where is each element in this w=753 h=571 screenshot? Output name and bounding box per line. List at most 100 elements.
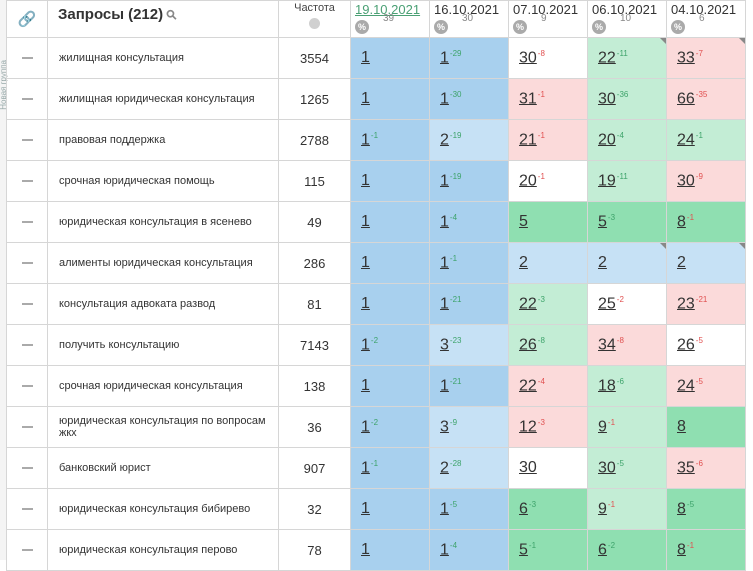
position-value[interactable]: 22 [519,295,537,313]
position-value[interactable]: 66 [677,90,695,108]
position-value[interactable]: 1 [440,213,449,231]
position-cell[interactable]: 9-1 [587,406,667,448]
position-value[interactable]: 1 [361,541,370,558]
row-action-cell[interactable] [6,447,48,489]
position-value[interactable]: 30 [519,49,537,67]
position-cell[interactable]: 3-23 [429,324,509,366]
minus-icon[interactable] [21,466,33,469]
position-cell[interactable]: 12-3 [508,406,588,448]
link-icon[interactable]: 🔗 [17,11,37,28]
position-value[interactable]: 1 [440,295,449,313]
position-cell[interactable]: 1-4 [429,201,509,243]
position-cell[interactable]: 35-6 [666,447,746,489]
position-value[interactable]: 19 [598,172,616,190]
position-cell[interactable]: 33-7 [666,37,746,79]
search-icon[interactable]: ⚲ [162,5,181,23]
position-value[interactable]: 34 [598,336,616,354]
position-value[interactable]: 33 [677,49,695,67]
position-cell[interactable]: 24-1 [666,119,746,161]
row-action-cell[interactable] [6,160,48,202]
position-value[interactable]: 8 [677,418,686,435]
position-cell[interactable]: 34-8 [587,324,667,366]
position-cell[interactable]: 1-19 [429,160,509,202]
position-value[interactable]: 8 [677,213,686,231]
position-cell[interactable]: 8-5 [666,488,746,530]
position-cell[interactable]: 9-1 [587,488,667,530]
row-action-cell[interactable] [6,283,48,325]
row-action-cell[interactable] [6,242,48,284]
position-cell[interactable]: 1-4 [429,529,509,571]
position-value[interactable]: 1 [361,500,370,517]
position-value[interactable]: 1 [361,213,370,230]
position-value[interactable]: 1 [361,459,370,477]
position-cell[interactable]: 1 [350,78,430,120]
position-cell[interactable]: 30-5 [587,447,667,489]
position-value[interactable]: 3 [440,418,449,436]
position-cell[interactable]: 2 [587,242,667,284]
position-value[interactable]: 23 [677,295,695,313]
position-value[interactable]: 30 [598,459,616,477]
position-cell[interactable]: 1-2 [350,406,430,448]
minus-icon[interactable] [21,302,33,305]
position-value[interactable]: 1 [361,49,370,66]
row-action-cell[interactable] [6,365,48,407]
position-value[interactable]: 9 [598,418,607,436]
position-cell[interactable]: 20-4 [587,119,667,161]
position-value[interactable]: 1 [440,90,449,108]
position-value[interactable]: 18 [598,377,616,395]
position-cell[interactable]: 5-1 [508,529,588,571]
position-cell[interactable]: 1 [350,529,430,571]
minus-icon[interactable] [21,56,33,59]
minus-icon[interactable] [21,220,33,223]
percent-icon[interactable]: % [355,20,369,34]
position-cell[interactable]: 1 [350,488,430,530]
date-label[interactable]: 16.10.2021 [434,2,500,17]
position-cell[interactable]: 22-4 [508,365,588,407]
minus-icon[interactable] [21,97,33,100]
position-cell[interactable]: 2-28 [429,447,509,489]
position-cell[interactable]: 20-1 [508,160,588,202]
position-cell[interactable]: 31-1 [508,78,588,120]
position-value[interactable]: 1 [361,131,370,149]
row-action-cell[interactable] [6,529,48,571]
position-value[interactable]: 2 [440,459,449,477]
position-value[interactable]: 1 [440,49,449,67]
position-value[interactable]: 1 [361,90,370,107]
position-cell[interactable]: 1-29 [429,37,509,79]
position-cell[interactable]: 30-9 [666,160,746,202]
date-column-header-2[interactable]: 07.10.2021 % 9 [508,0,588,38]
position-cell[interactable]: 24-5 [666,365,746,407]
position-value[interactable]: 1 [361,295,370,312]
position-cell[interactable]: 18-6 [587,365,667,407]
position-cell[interactable]: 22-3 [508,283,588,325]
position-cell[interactable]: 66-35 [666,78,746,120]
minus-icon[interactable] [21,138,33,141]
position-cell[interactable]: 22-11 [587,37,667,79]
percent-icon[interactable]: % [592,20,606,34]
position-value[interactable]: 35 [677,459,695,477]
minus-icon[interactable] [21,343,33,346]
date-label[interactable]: 19.10.2021 [355,2,421,17]
position-value[interactable]: 12 [519,418,537,436]
position-value[interactable]: 1 [361,418,370,436]
position-value[interactable]: 30 [598,90,616,108]
position-cell[interactable]: 6-3 [508,488,588,530]
position-value[interactable]: 26 [677,336,695,354]
position-value[interactable]: 1 [361,172,370,189]
date-column-header-1[interactable]: 16.10.2021 % 30 [429,0,509,38]
position-value[interactable]: 1 [440,254,449,272]
position-cell[interactable]: 1-1 [429,242,509,284]
minus-icon[interactable] [21,179,33,182]
minus-icon[interactable] [21,507,33,510]
position-value[interactable]: 2 [677,254,686,271]
position-value[interactable]: 20 [598,131,616,149]
position-cell[interactable]: 2-19 [429,119,509,161]
position-value[interactable]: 5 [519,213,528,230]
row-action-cell[interactable] [6,324,48,366]
position-cell[interactable]: 8-1 [666,201,746,243]
position-value[interactable]: 2 [598,254,607,271]
date-column-header-4[interactable]: 04.10.2021 % 6 [666,0,746,38]
position-value[interactable]: 5 [519,541,528,559]
position-value[interactable]: 2 [519,254,528,271]
position-cell[interactable]: 8-1 [666,529,746,571]
